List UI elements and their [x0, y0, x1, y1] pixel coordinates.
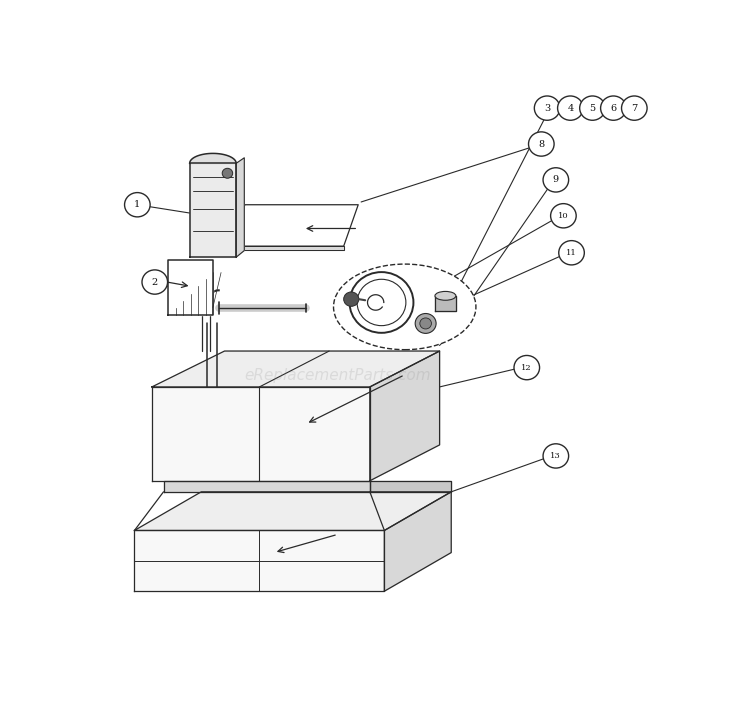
- Text: 10: 10: [558, 212, 568, 220]
- Circle shape: [557, 96, 584, 120]
- Text: 1: 1: [134, 200, 140, 209]
- Text: 6: 6: [610, 104, 616, 113]
- Polygon shape: [384, 492, 452, 592]
- Circle shape: [344, 292, 358, 306]
- Text: eReplacementParts.com: eReplacementParts.com: [244, 369, 431, 384]
- Circle shape: [222, 168, 232, 179]
- Circle shape: [543, 168, 568, 192]
- Polygon shape: [230, 205, 358, 246]
- Text: 5: 5: [590, 104, 596, 113]
- Circle shape: [514, 356, 539, 380]
- Text: 4: 4: [567, 104, 574, 113]
- Circle shape: [420, 318, 431, 329]
- Text: 8: 8: [538, 140, 544, 148]
- Ellipse shape: [334, 264, 476, 350]
- Polygon shape: [435, 296, 456, 311]
- Circle shape: [534, 96, 560, 120]
- Text: 13: 13: [550, 452, 561, 460]
- Circle shape: [124, 193, 150, 217]
- Polygon shape: [134, 492, 452, 531]
- Polygon shape: [164, 481, 370, 492]
- Text: 11: 11: [566, 249, 577, 257]
- Circle shape: [580, 96, 605, 120]
- Circle shape: [559, 241, 584, 265]
- Circle shape: [142, 270, 167, 294]
- Circle shape: [601, 96, 626, 120]
- Polygon shape: [370, 351, 440, 481]
- Ellipse shape: [435, 291, 456, 300]
- Circle shape: [622, 96, 647, 120]
- Text: 7: 7: [632, 104, 638, 113]
- Polygon shape: [370, 481, 452, 492]
- Polygon shape: [230, 246, 344, 250]
- Text: 12: 12: [521, 364, 532, 371]
- Circle shape: [543, 444, 568, 468]
- Circle shape: [416, 313, 436, 333]
- Polygon shape: [152, 387, 370, 481]
- Text: 3: 3: [544, 104, 550, 113]
- Polygon shape: [190, 163, 236, 257]
- Polygon shape: [168, 260, 213, 315]
- Circle shape: [550, 204, 576, 228]
- Text: 2: 2: [152, 277, 158, 287]
- Polygon shape: [152, 351, 439, 387]
- Polygon shape: [134, 531, 384, 592]
- Polygon shape: [236, 158, 244, 257]
- Text: 9: 9: [553, 176, 559, 184]
- Circle shape: [529, 132, 554, 156]
